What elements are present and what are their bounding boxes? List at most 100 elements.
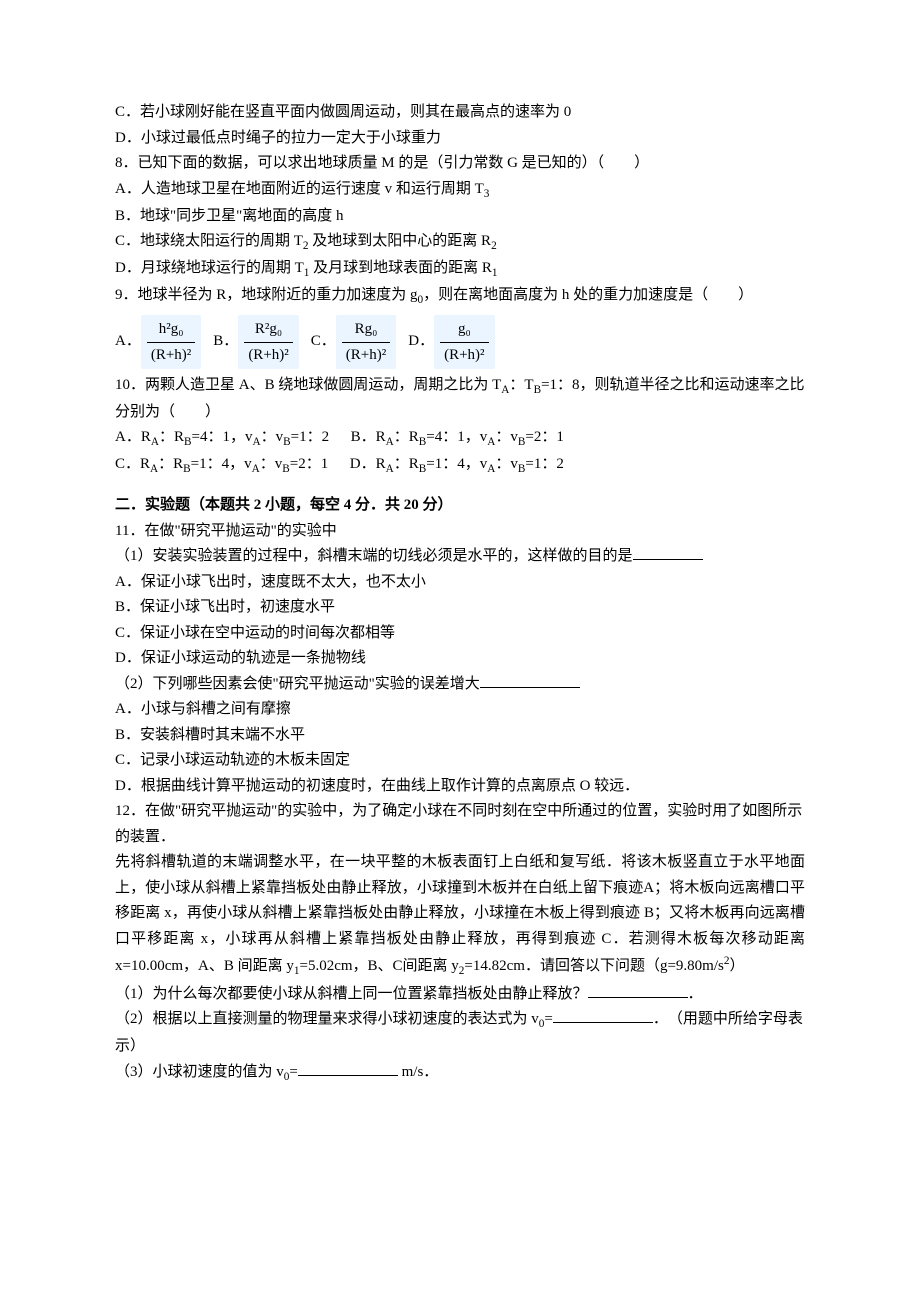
- fraction: R²g₀ (R+h)²: [238, 315, 298, 369]
- text: （2）根据以上直接测量的物理量来求得小球初速度的表达式为 v: [115, 1011, 539, 1027]
- subscript: 3: [484, 188, 490, 200]
- denominator: (R+h)²: [147, 342, 195, 369]
- q10-stem: 10．两颗人造卫星 A、B 绕地球做圆周运动，周期之比为 TA：TB=1：8，则…: [115, 373, 805, 426]
- q10-options-line2: C．RA：RB=1：4，vA：vB=2：1 D．RA：RB=1：4，vA：vB=…: [115, 452, 805, 479]
- numerator: g₀: [440, 317, 488, 343]
- text: A．R: [115, 429, 151, 445]
- q8-option-c: C．地球绕太阳运行的周期 T2 及地球到太阳中心的距离 R2: [115, 229, 805, 256]
- q11-option-c: C．保证小球在空中运动的时间每次都相等: [115, 621, 805, 647]
- subscript: 1: [492, 267, 498, 279]
- denominator: (R+h)²: [244, 342, 292, 369]
- q11-option2-a: A．小球与斜槽之间有摩擦: [115, 697, 805, 723]
- text: ：R: [158, 456, 183, 472]
- text: ：R: [394, 456, 419, 472]
- text: =1：2: [525, 456, 563, 472]
- blank-field[interactable]: [588, 982, 688, 998]
- q12-body: 先将斜槽轨道的末端调整水平，在一块平整的木板表面钉上白纸和复写纸．将该木板竖直立…: [115, 850, 805, 981]
- subscript: B: [534, 384, 542, 396]
- text: =: [544, 1011, 552, 1027]
- text: =4：1，v: [192, 429, 253, 445]
- section2-title: 二．实验题（本题共 2 小题，每空 4 分．共 20 分）: [115, 493, 805, 519]
- q9-options-row: A． h²g₀ (R+h)² B． R²g₀ (R+h)² C． Rg₀ (R+…: [115, 315, 805, 369]
- text: =: [289, 1064, 297, 1080]
- q10-option-a: A．RA：RB=4：1，vA：vB=1：2: [115, 429, 333, 445]
- blank-field[interactable]: [298, 1060, 398, 1076]
- q10-option-d: D．RA：RB=1：4，vA：vB=1：2: [350, 456, 564, 472]
- subscript: A: [150, 463, 158, 475]
- text: =1：4，v: [426, 456, 487, 472]
- blank-field[interactable]: [480, 672, 580, 688]
- q11-part1: （1）安装实验装置的过程中，斜槽末端的切线必须是水平的，这样做的目的是: [115, 544, 805, 570]
- q8-option-a: A．人造地球卫星在地面附近的运行速度 v 和运行周期 T3: [115, 177, 805, 204]
- q12-part1: （1）为什么每次都要使小球从斜槽上同一位置紧靠挡板处由静止释放？ ．: [115, 982, 805, 1008]
- text: =1：4，v: [191, 456, 252, 472]
- subscript: A: [151, 436, 159, 448]
- blank-field[interactable]: [553, 1007, 653, 1023]
- text: C．R: [115, 456, 150, 472]
- q11-option-d: D．保证小球运动的轨迹是一条抛物线: [115, 646, 805, 672]
- text: =5.02cm，B、C间距离 y: [300, 958, 459, 974]
- subscript: B: [282, 463, 290, 475]
- subscript: B: [183, 463, 191, 475]
- text: =14.82cm．请回答以下问题（g=9.80m/s: [464, 958, 723, 974]
- subscript: A: [386, 436, 394, 448]
- q9-option-a: A． h²g₀ (R+h)²: [115, 315, 201, 369]
- q9-option-b: B． R²g₀ (R+h)²: [213, 315, 298, 369]
- q8-option-b: B．地球"同步卫星"离地面的高度 h: [115, 204, 805, 230]
- option-label: A．: [115, 329, 141, 355]
- text: （2）下列哪些因素会使"研究平抛运动"实验的误差增大: [115, 676, 480, 692]
- text: 及月球到地球表面的距离 R: [309, 260, 492, 276]
- subscript: B: [283, 436, 291, 448]
- q11-stem: 11．在做"研究平抛运动"的实验中: [115, 519, 805, 545]
- text: C．地球绕太阳运行的周期 T: [115, 233, 303, 249]
- text: ：v: [261, 429, 284, 445]
- text: =2：1: [525, 429, 563, 445]
- text: ：v: [495, 456, 518, 472]
- blank-field[interactable]: [633, 544, 703, 560]
- q11-option-a: A．保证小球飞出时，速度既不太大，也不太小: [115, 570, 805, 596]
- text: ：R: [159, 429, 184, 445]
- q9-option-c: C． Rg₀ (R+h)²: [311, 315, 396, 369]
- option-label: D．: [408, 329, 434, 355]
- option-label: B．: [213, 329, 238, 355]
- text: 9．地球半径为 R，地球附近的重力加速度为 g: [115, 287, 418, 303]
- text: ：R: [394, 429, 419, 445]
- subscript: A: [252, 436, 260, 448]
- fraction: g₀ (R+h)²: [434, 315, 494, 369]
- q9-option-d: D． g₀ (R+h)²: [408, 315, 494, 369]
- subscript: 2: [491, 240, 497, 252]
- text: ）: [729, 958, 744, 974]
- text: =4：1，v: [426, 429, 487, 445]
- text: （1）安装实验装置的过程中，斜槽末端的切线必须是水平的，这样做的目的是: [115, 548, 633, 564]
- q7-option-c: C．若小球刚好能在竖直平面内做圆周运动，则其在最高点的速率为 0: [115, 100, 805, 126]
- fraction: h²g₀ (R+h)²: [141, 315, 201, 369]
- q10-option-c: C．RA：RB=1：4，vA：vB=2：1: [115, 456, 332, 472]
- q11-option2-b: B．安装斜槽时其末端不水平: [115, 723, 805, 749]
- q12-part2: （2）根据以上直接测量的物理量来求得小球初速度的表达式为 v0=． （用题中所给…: [115, 1007, 805, 1060]
- q7-option-d: D．小球过最低点时绳子的拉力一定大于小球重力: [115, 126, 805, 152]
- text: =2：1: [290, 456, 328, 472]
- text: 及地球到太阳中心的距离 R: [309, 233, 492, 249]
- text: ：T: [509, 377, 533, 393]
- subscript: A: [252, 463, 260, 475]
- q11-part2: （2）下列哪些因素会使"研究平抛运动"实验的误差增大: [115, 672, 805, 698]
- q11-option2-d: D．根据曲线计算平抛运动的初速度时，在曲线上取作计算的点离原点 O 较远．: [115, 774, 805, 800]
- q12-stem: 12．在做"研究平抛运动"的实验中，为了确定小球在不同时刻在空中所通过的位置，实…: [115, 799, 805, 850]
- text: ，则在离地面高度为 h 处的重力加速度是（ ）: [423, 287, 753, 303]
- text: ．: [688, 986, 703, 1002]
- text: 10．两颗人造卫星 A、B 绕地球做圆周运动，周期之比为 T: [115, 377, 501, 393]
- text: m/s．: [398, 1064, 438, 1080]
- text: （3）小球初速度的值为 v: [115, 1064, 284, 1080]
- text: =1：2: [291, 429, 329, 445]
- numerator: Rg₀: [342, 317, 390, 343]
- q12-part3: （3）小球初速度的值为 v0= m/s．: [115, 1060, 805, 1087]
- text: ：v: [260, 456, 283, 472]
- numerator: R²g₀: [244, 317, 292, 343]
- denominator: (R+h)²: [440, 342, 488, 369]
- text: （1）为什么每次都要使小球从斜槽上同一位置紧靠挡板处由静止释放？: [115, 986, 588, 1002]
- q10-options-line1: A．RA：RB=4：1，vA：vB=1：2 B．RA：RB=4：1，vA：vB=…: [115, 425, 805, 452]
- text: D．月球绕地球运行的周期 T: [115, 260, 304, 276]
- text: B．R: [351, 429, 386, 445]
- subscript: A: [386, 463, 394, 475]
- q8-stem: 8．已知下面的数据，可以求出地球质量 M 的是（引力常数 G 是已知的）（ ）: [115, 151, 805, 177]
